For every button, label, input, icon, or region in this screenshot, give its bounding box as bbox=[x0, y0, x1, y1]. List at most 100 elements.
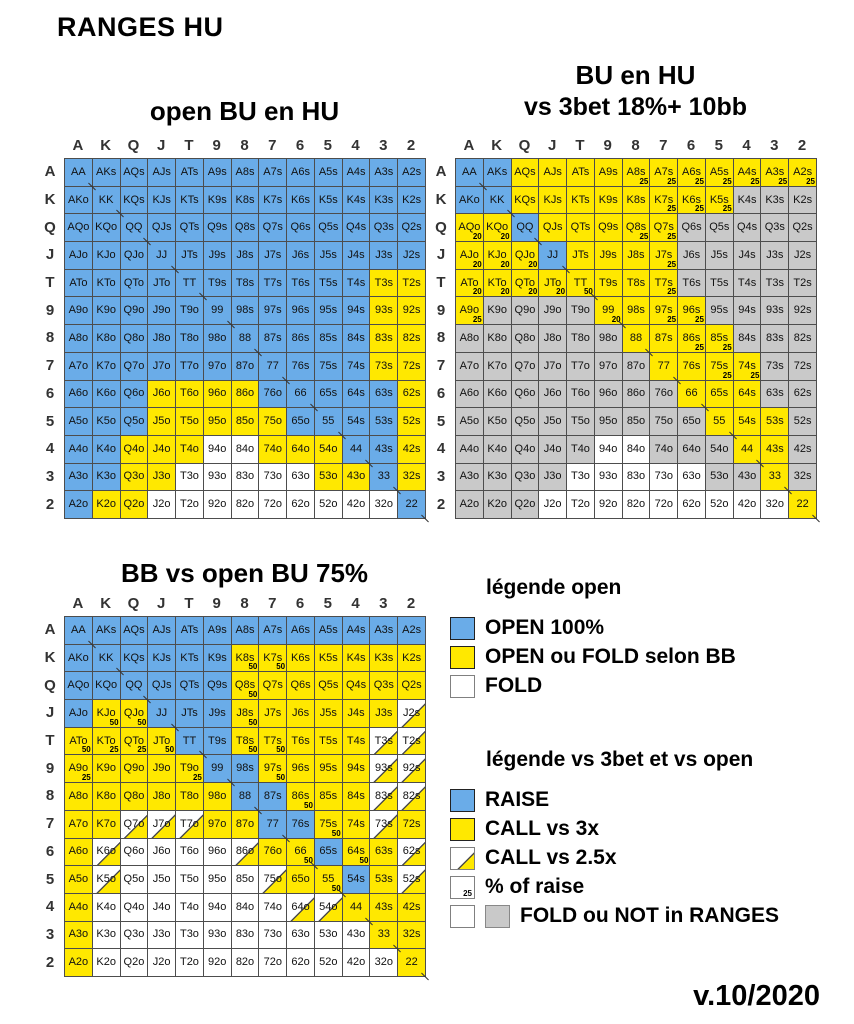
hand-cell-73s: 73s bbox=[370, 352, 399, 381]
hand-cell-KJs: KJs bbox=[148, 186, 177, 215]
row-header-2: 2 bbox=[45, 953, 55, 971]
hand-cell-K9o: K9o bbox=[483, 297, 512, 326]
hand-cell-J5s: J5s bbox=[705, 242, 734, 270]
hand-label: Q7o bbox=[123, 359, 145, 372]
hand-cell-ATs: ATs bbox=[567, 159, 595, 187]
hand-cell-96s: 96s bbox=[287, 297, 315, 326]
hand-cell-AJs: AJs bbox=[148, 159, 177, 187]
hand-label: Q8o bbox=[123, 789, 145, 802]
hand-label: A3s bbox=[765, 165, 785, 178]
hand-label: Q9s bbox=[598, 221, 619, 234]
hand-cell-55: 55 bbox=[705, 408, 734, 436]
legend-item: 25 % of raise bbox=[450, 875, 850, 899]
col-header-K: K bbox=[491, 137, 503, 154]
hand-cell-84s: 84s bbox=[342, 325, 371, 353]
hand-cell-A9s: A9s bbox=[203, 617, 232, 645]
hand-cell-A6s: A6s bbox=[287, 159, 315, 187]
raise-percent: 25 bbox=[192, 773, 202, 783]
hand-cell-96o: 96o bbox=[594, 380, 623, 409]
hand-label: QQ bbox=[516, 221, 534, 234]
hand-label: 76o bbox=[263, 387, 282, 400]
hand-label: ATo bbox=[69, 734, 88, 747]
raise-percent: 25 bbox=[722, 176, 732, 186]
hand-label: T7o bbox=[179, 359, 199, 372]
hand-cell-76o: 76o bbox=[650, 380, 679, 409]
hand-cell-T9s: T9s bbox=[203, 727, 232, 756]
hand-cell-T8s: T8s 50 bbox=[231, 727, 260, 756]
raise-percent: 25 bbox=[109, 745, 119, 755]
hand-cell-T6s: T6s bbox=[287, 727, 315, 756]
hand-cell-93s: 93s bbox=[370, 297, 399, 326]
hand-cell-T4o: T4o bbox=[176, 435, 204, 464]
col-header-A: A bbox=[72, 137, 84, 154]
hand-label: JTs bbox=[181, 248, 198, 261]
hand-label: 95o bbox=[208, 415, 227, 428]
hand-cell-AA: AA bbox=[65, 159, 93, 187]
hand-label: 43o bbox=[346, 470, 366, 483]
hand-label: AA bbox=[71, 165, 86, 178]
hand-label: A3o bbox=[68, 928, 89, 941]
hand-cell-J2o: J2o bbox=[539, 491, 568, 519]
hand-label: AJo bbox=[68, 248, 88, 261]
hand-label: K2o bbox=[487, 498, 507, 511]
raise-percent: 25 bbox=[695, 342, 704, 352]
hand-cell-JJ: JJ bbox=[539, 242, 568, 270]
hand-label: J7o bbox=[152, 817, 171, 830]
hand-label: 96s bbox=[682, 304, 701, 317]
hand-cell-J8s: J8s bbox=[622, 242, 651, 270]
hand-cell-44: 44 bbox=[342, 893, 371, 922]
hand-cell-87s: 87s bbox=[650, 325, 679, 353]
hand-label: 86s bbox=[291, 331, 310, 344]
hand-label: 64s bbox=[738, 387, 756, 400]
hand-cell-43s: 43s bbox=[370, 435, 399, 464]
hand-label: 42o bbox=[737, 498, 757, 511]
hand-cell-J6s: J6s bbox=[287, 242, 315, 270]
hand-cell-T3o: T3o bbox=[176, 921, 204, 950]
hand-cell-K6s: K6s bbox=[287, 644, 315, 673]
raise-percent: 25 bbox=[667, 287, 677, 297]
hand-label: T5s bbox=[710, 276, 729, 289]
hand-cell-K7o: K7o bbox=[92, 810, 121, 839]
raise-percent: 20 bbox=[500, 259, 510, 269]
row-header-8: 8 bbox=[45, 787, 55, 805]
hand-cell-A8s: A8s 25 bbox=[622, 159, 651, 187]
hand-cell-33: 33 bbox=[370, 921, 399, 950]
hand-cell-Q9s: Q9s bbox=[203, 214, 232, 243]
hand-label: AKo bbox=[67, 193, 89, 206]
hand-cell-Q2o: Q2o bbox=[120, 949, 149, 977]
hand-label: 42s bbox=[402, 442, 421, 455]
hand-label: 99 bbox=[211, 304, 224, 317]
hand-label: K9s bbox=[207, 193, 227, 206]
hand-label: T8s bbox=[626, 276, 646, 289]
hand-label: Q7s bbox=[262, 679, 283, 692]
hand-cell-Q9s: Q9s bbox=[203, 672, 232, 701]
hand-label: Q9o bbox=[514, 304, 536, 317]
hand-label: Q4o bbox=[123, 900, 145, 913]
hand-label: 77 bbox=[266, 359, 279, 372]
hand-cell-92o: 92o bbox=[594, 491, 623, 519]
hand-cell-J5s: J5s bbox=[314, 700, 343, 728]
hand-label: KJo bbox=[487, 248, 507, 261]
hand-label: QQ bbox=[125, 679, 143, 692]
hand-cell-A8o: A8o bbox=[65, 325, 93, 353]
col-header-2: 2 bbox=[797, 137, 807, 154]
hand-label: Q7s bbox=[653, 221, 674, 234]
hand-cell-Q9o: Q9o bbox=[511, 297, 540, 326]
hand-cell-Q5s: Q5s bbox=[314, 214, 343, 243]
hand-label: KK bbox=[489, 193, 505, 206]
hand-cell-Q8s: Q8s 50 bbox=[231, 672, 260, 701]
hand-cell-T9o: T9o bbox=[176, 297, 204, 326]
hand-label: KTo bbox=[487, 276, 507, 289]
raise-percent: 25 bbox=[667, 204, 677, 214]
hand-cell-A6s: A6s 25 bbox=[678, 159, 706, 187]
hand-label: 44 bbox=[740, 442, 754, 455]
hand-label: K7o bbox=[96, 359, 116, 372]
hand-cell-62o: 62o bbox=[287, 949, 315, 977]
hand-label: KTs bbox=[571, 193, 590, 206]
hand-cell-AKo: AKo bbox=[65, 186, 93, 215]
raise-percent: 25 bbox=[667, 232, 677, 242]
hand-label: T2s bbox=[402, 276, 421, 289]
col-header-A: A bbox=[463, 137, 475, 154]
hand-cell-Q4o: Q4o bbox=[120, 435, 149, 464]
hand-cell-A5s: A5s bbox=[314, 159, 343, 187]
